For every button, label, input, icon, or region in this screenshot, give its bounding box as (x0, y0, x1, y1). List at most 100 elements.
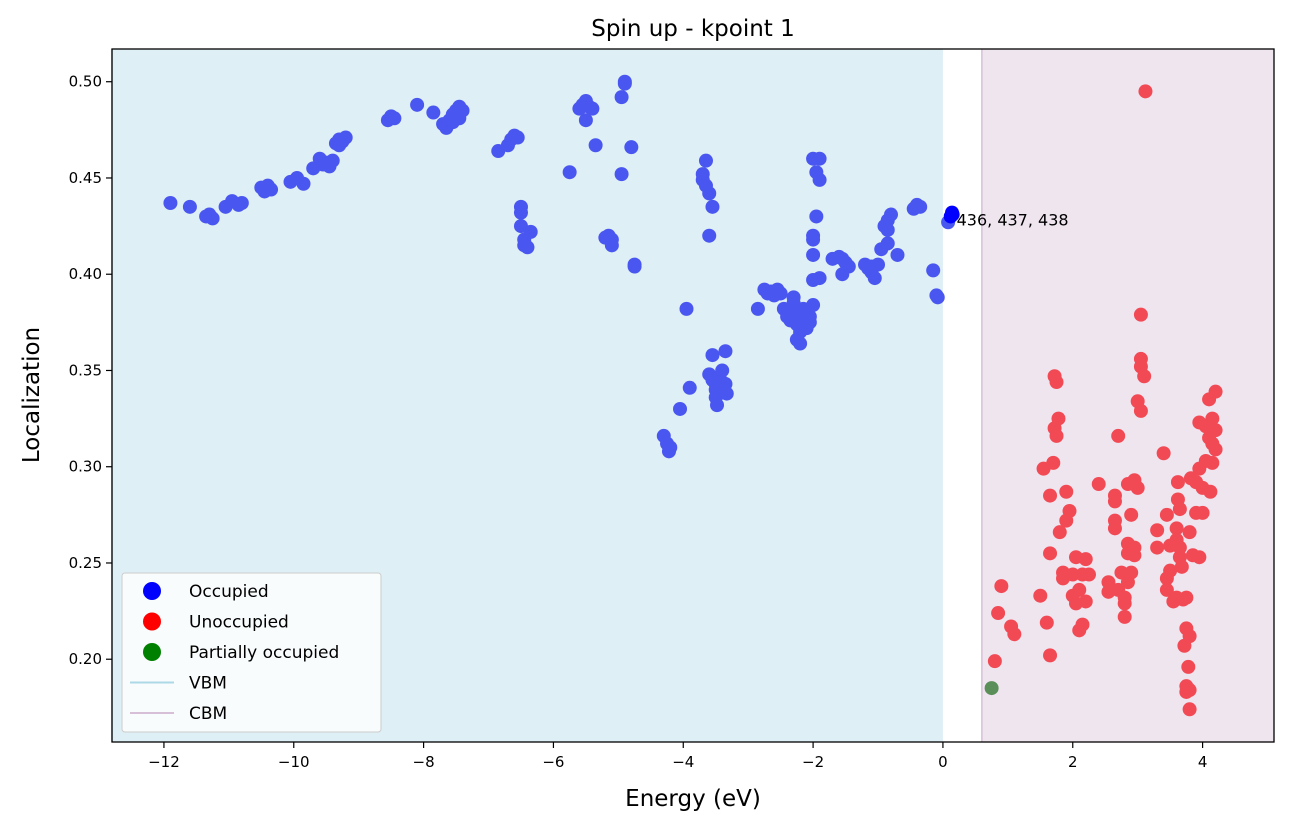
data-point (1133, 307, 1148, 322)
x-axis-ticks: −12 −10 −8 −6 −4 −2 0 2 4 (148, 742, 1207, 771)
data-point (1043, 546, 1058, 561)
x-tick-label: −6 (542, 753, 564, 771)
data-point (513, 205, 528, 220)
data-point (163, 196, 178, 210)
x-tick-label: −4 (672, 753, 694, 771)
data-point (1192, 550, 1207, 565)
data-point (1052, 525, 1067, 540)
data-point (1172, 502, 1187, 517)
legend: Occupied Unoccupied Partially occupied VBM C… (121, 572, 382, 733)
data-point (604, 238, 619, 253)
data-point (1150, 523, 1165, 538)
legend-label: Unoccupied (189, 613, 289, 633)
data-point (913, 199, 928, 214)
data-point (806, 247, 821, 262)
x-tick-label: 4 (1198, 753, 1208, 771)
y-tick-label: 0.35 (69, 361, 102, 379)
data-point (520, 240, 535, 255)
y-tick-label: 0.20 (69, 650, 102, 668)
data-point (750, 301, 765, 316)
data-point (1111, 428, 1126, 443)
x-axis-label: Energy (eV) (625, 786, 761, 812)
data-point (332, 138, 347, 153)
data-point (880, 222, 895, 237)
data-point (890, 247, 905, 262)
data-point (1043, 648, 1058, 663)
data-point (1081, 567, 1096, 582)
data-point (705, 348, 720, 363)
data-point (1203, 484, 1218, 499)
data-point (867, 271, 882, 286)
data-point (264, 182, 279, 197)
data-point (1182, 683, 1197, 698)
data-point (710, 398, 725, 413)
data-point (1169, 521, 1184, 536)
data-point (1075, 617, 1090, 632)
y-axis-label: Localization (19, 327, 45, 463)
data-point (1195, 505, 1210, 520)
data-point (1033, 588, 1048, 603)
data-point (1065, 567, 1080, 582)
data-point (702, 228, 717, 243)
data-point (614, 167, 629, 182)
data-point (835, 267, 850, 282)
data-point (802, 315, 817, 330)
data-point (387, 111, 402, 126)
x-tick-label: −10 (278, 753, 310, 771)
data-point (806, 232, 821, 247)
data-point (1174, 559, 1189, 574)
data-point (1117, 609, 1132, 624)
data-point (994, 579, 1009, 594)
data-point (1072, 582, 1087, 597)
data-point (562, 165, 577, 180)
data-point (773, 286, 788, 301)
data-point (1059, 484, 1074, 499)
data-point (234, 196, 249, 210)
data-point (812, 151, 827, 166)
data-point (930, 290, 945, 305)
data-point (1182, 629, 1197, 644)
data-point (1208, 384, 1223, 399)
legend-label: CBM (189, 704, 227, 724)
data-point (1133, 403, 1148, 418)
data-point (1007, 627, 1022, 642)
data-point (1208, 442, 1223, 457)
data-point (1039, 615, 1054, 630)
data-point (452, 111, 467, 126)
legend-label: Occupied (189, 582, 269, 602)
x-tick-label: −12 (148, 753, 180, 771)
legend-marker (143, 582, 161, 600)
y-tick-label: 0.30 (69, 458, 102, 476)
data-point (510, 130, 525, 145)
data-point (614, 90, 629, 105)
data-point (1181, 659, 1196, 674)
legend-label: Partially occupied (189, 643, 339, 663)
data-point (1205, 411, 1220, 426)
data-point (663, 440, 678, 455)
data-point (1208, 423, 1223, 438)
data-point (578, 113, 593, 128)
data-point (627, 259, 642, 274)
data-point (1062, 504, 1077, 518)
data-point (1150, 540, 1165, 555)
data-point (1182, 525, 1197, 540)
data-point (1156, 446, 1171, 461)
data-point (1137, 369, 1152, 384)
data-point (588, 138, 603, 153)
x-tick-label: −8 (413, 753, 435, 771)
data-point (523, 224, 538, 239)
data-point (617, 74, 632, 89)
data-point (718, 344, 733, 359)
data-point (1078, 594, 1093, 609)
data-point (812, 172, 827, 187)
y-axis-ticks: 0.20 0.25 0.30 0.35 0.40 0.45 0.50 (69, 73, 112, 668)
data-point (1182, 702, 1197, 717)
data-point (1078, 552, 1093, 567)
data-point (1117, 590, 1132, 605)
data-point (1107, 521, 1122, 536)
data-point (182, 199, 197, 214)
data-point (426, 105, 441, 120)
y-tick-label: 0.50 (69, 73, 102, 91)
data-point (719, 386, 734, 401)
